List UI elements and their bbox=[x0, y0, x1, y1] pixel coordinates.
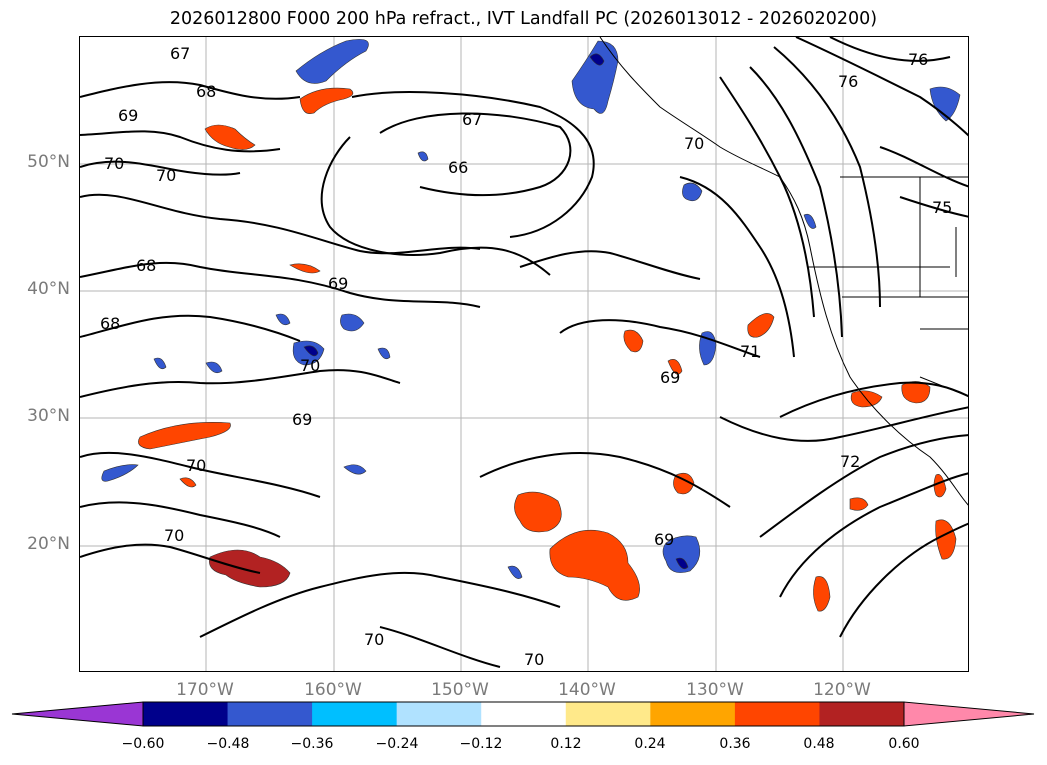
colorbar-tick-label: −0.48 bbox=[206, 736, 250, 752]
colorbar-segment bbox=[312, 702, 398, 726]
lon-label: 160°W bbox=[304, 680, 362, 700]
contour-label: 67 bbox=[170, 44, 190, 63]
colorbar-tick-label: −0.24 bbox=[375, 736, 419, 752]
contour-labels: 67 68 69 70 70 67 66 70 76 76 75 68 69 6… bbox=[100, 44, 952, 669]
colorbar bbox=[11, 701, 1035, 727]
colorbar-segment bbox=[734, 702, 820, 726]
contour-label: 68 bbox=[100, 314, 120, 333]
coastlines bbox=[599, 37, 968, 506]
contour-label: 70 bbox=[300, 356, 320, 375]
lon-label: 120°W bbox=[813, 680, 871, 700]
contour-label: 66 bbox=[448, 158, 468, 177]
contour-label: 69 bbox=[328, 274, 348, 293]
lon-label: 150°W bbox=[431, 680, 489, 700]
colorbar-extend-low bbox=[11, 701, 144, 727]
lon-label: 170°W bbox=[176, 680, 234, 700]
colorbar-segments bbox=[143, 702, 905, 726]
contour-label: 69 bbox=[118, 106, 138, 125]
negative-anomaly-regions bbox=[101, 39, 961, 579]
lat-label: 40°N bbox=[27, 279, 70, 299]
colorbar-tick-label: −0.36 bbox=[290, 736, 334, 752]
contour-label: 67 bbox=[462, 110, 482, 129]
colorbar-segment bbox=[565, 702, 651, 726]
contour-label: 75 bbox=[932, 198, 952, 217]
contour-label: 70 bbox=[104, 154, 124, 173]
contour-label: 70 bbox=[164, 526, 184, 545]
lat-label: 20°N bbox=[27, 534, 70, 554]
contour-label: 72 bbox=[840, 452, 860, 471]
contour-label: 71 bbox=[740, 342, 760, 361]
colorbar-extend-high bbox=[903, 701, 1035, 727]
colorbar-tick-label: −0.12 bbox=[459, 736, 503, 752]
colorbar-tick-label: 0.12 bbox=[550, 736, 582, 752]
contour-label: 70 bbox=[524, 650, 544, 669]
colorbar-outline bbox=[142, 701, 905, 727]
colorbar-segment bbox=[650, 702, 736, 726]
contour-label: 76 bbox=[838, 72, 858, 91]
lon-label: 140°W bbox=[558, 680, 616, 700]
contour-label: 76 bbox=[908, 50, 928, 69]
colorbar-segment bbox=[227, 702, 313, 726]
contour-label: 69 bbox=[292, 410, 312, 429]
contour-label: 69 bbox=[654, 530, 674, 549]
contour-label: 70 bbox=[186, 456, 206, 475]
lon-label: 130°W bbox=[686, 680, 744, 700]
contour-label: 70 bbox=[364, 630, 384, 649]
lat-label: 30°N bbox=[27, 406, 70, 426]
contour-label: 68 bbox=[136, 256, 156, 275]
contour-label: 69 bbox=[660, 368, 680, 387]
positive-anomaly-regions bbox=[138, 87, 957, 612]
colorbar-tick-label: 0.48 bbox=[803, 736, 835, 752]
graticule bbox=[80, 37, 968, 671]
map-panel: 67 68 69 70 70 67 66 70 76 76 75 68 69 6… bbox=[79, 36, 969, 672]
colorbar-tick-label: 0.24 bbox=[634, 736, 666, 752]
contour-label: 68 bbox=[196, 82, 216, 101]
contour-label: 70 bbox=[156, 166, 176, 185]
refractivity-contours bbox=[80, 37, 968, 668]
colorbar-segment bbox=[481, 702, 567, 726]
colorbar-tick-label: −0.60 bbox=[121, 736, 165, 752]
contour-label: 70 bbox=[684, 134, 704, 153]
lat-label: 50°N bbox=[27, 152, 70, 172]
colorbar-segment bbox=[396, 702, 482, 726]
colorbar-segment bbox=[143, 702, 229, 726]
colorbar-tick-label: 0.60 bbox=[888, 736, 920, 752]
colorbar-segment bbox=[819, 702, 905, 726]
map-canvas: 67 68 69 70 70 67 66 70 76 76 75 68 69 6… bbox=[80, 37, 968, 671]
colorbar-tick-label: 0.36 bbox=[719, 736, 751, 752]
map-title: 2026012800 F000 200 hPa refract., IVT La… bbox=[169, 9, 878, 29]
